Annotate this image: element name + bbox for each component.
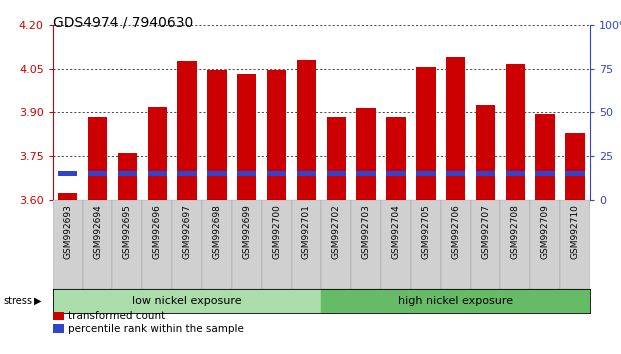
Bar <box>237 171 256 176</box>
Text: GSM992694: GSM992694 <box>93 205 102 259</box>
Text: low nickel exposure: low nickel exposure <box>132 296 242 306</box>
FancyBboxPatch shape <box>381 200 411 289</box>
FancyBboxPatch shape <box>172 200 202 289</box>
FancyBboxPatch shape <box>53 200 83 289</box>
Bar <box>327 117 346 200</box>
Text: GSM992702: GSM992702 <box>332 205 341 259</box>
Bar <box>148 107 167 200</box>
Bar <box>565 133 585 200</box>
FancyBboxPatch shape <box>471 200 501 289</box>
Bar <box>58 193 78 200</box>
Bar <box>88 171 107 176</box>
FancyBboxPatch shape <box>261 200 291 289</box>
Bar <box>178 61 197 200</box>
Bar <box>178 171 197 176</box>
Text: GSM992709: GSM992709 <box>541 205 550 259</box>
Bar <box>446 57 465 200</box>
Text: percentile rank within the sample: percentile rank within the sample <box>68 324 244 333</box>
Bar <box>148 171 167 176</box>
Bar <box>505 64 525 200</box>
FancyBboxPatch shape <box>530 200 560 289</box>
Text: GSM992704: GSM992704 <box>391 205 401 259</box>
FancyBboxPatch shape <box>560 200 590 289</box>
Text: GSM992698: GSM992698 <box>212 205 222 259</box>
Text: GSM992699: GSM992699 <box>242 205 252 259</box>
Bar <box>207 70 227 200</box>
FancyBboxPatch shape <box>232 200 261 289</box>
Bar <box>416 67 435 200</box>
Text: GSM992701: GSM992701 <box>302 205 311 259</box>
Text: GDS4974 / 7940630: GDS4974 / 7940630 <box>53 16 193 30</box>
Text: GSM992710: GSM992710 <box>571 205 579 259</box>
Bar <box>356 108 376 200</box>
Bar <box>327 171 346 176</box>
Text: GSM992708: GSM992708 <box>511 205 520 259</box>
Text: GSM992697: GSM992697 <box>183 205 191 259</box>
Bar <box>267 171 286 176</box>
Bar <box>118 153 137 200</box>
Bar <box>118 171 137 176</box>
Bar <box>267 70 286 200</box>
FancyBboxPatch shape <box>291 200 322 289</box>
Text: GSM992705: GSM992705 <box>421 205 430 259</box>
Bar <box>322 289 590 313</box>
Text: GSM992700: GSM992700 <box>272 205 281 259</box>
Bar <box>565 171 585 176</box>
Text: GSM992703: GSM992703 <box>361 205 371 259</box>
Bar <box>386 117 406 200</box>
Text: GSM992706: GSM992706 <box>451 205 460 259</box>
Bar <box>356 171 376 176</box>
Bar <box>237 74 256 200</box>
Text: GSM992693: GSM992693 <box>63 205 72 259</box>
Bar <box>297 171 316 176</box>
Bar <box>476 171 495 176</box>
FancyBboxPatch shape <box>83 200 112 289</box>
FancyBboxPatch shape <box>142 200 172 289</box>
Bar <box>535 171 555 176</box>
Bar <box>58 171 78 176</box>
Text: GSM992696: GSM992696 <box>153 205 161 259</box>
Bar <box>416 171 435 176</box>
Bar <box>297 60 316 200</box>
Bar <box>88 117 107 200</box>
Text: GSM992695: GSM992695 <box>123 205 132 259</box>
Bar <box>505 171 525 176</box>
FancyBboxPatch shape <box>202 200 232 289</box>
FancyBboxPatch shape <box>501 200 530 289</box>
FancyBboxPatch shape <box>322 200 351 289</box>
Text: transformed count: transformed count <box>68 311 166 321</box>
Bar <box>535 114 555 200</box>
Text: high nickel exposure: high nickel exposure <box>398 296 513 306</box>
Text: ▶: ▶ <box>34 296 42 306</box>
Bar <box>207 171 227 176</box>
FancyBboxPatch shape <box>112 200 142 289</box>
Bar <box>446 171 465 176</box>
FancyBboxPatch shape <box>441 200 471 289</box>
Bar <box>476 105 495 200</box>
Bar <box>53 289 322 313</box>
FancyBboxPatch shape <box>351 200 381 289</box>
FancyBboxPatch shape <box>411 200 441 289</box>
Text: GSM992707: GSM992707 <box>481 205 490 259</box>
Text: stress: stress <box>3 296 32 306</box>
Bar <box>386 171 406 176</box>
